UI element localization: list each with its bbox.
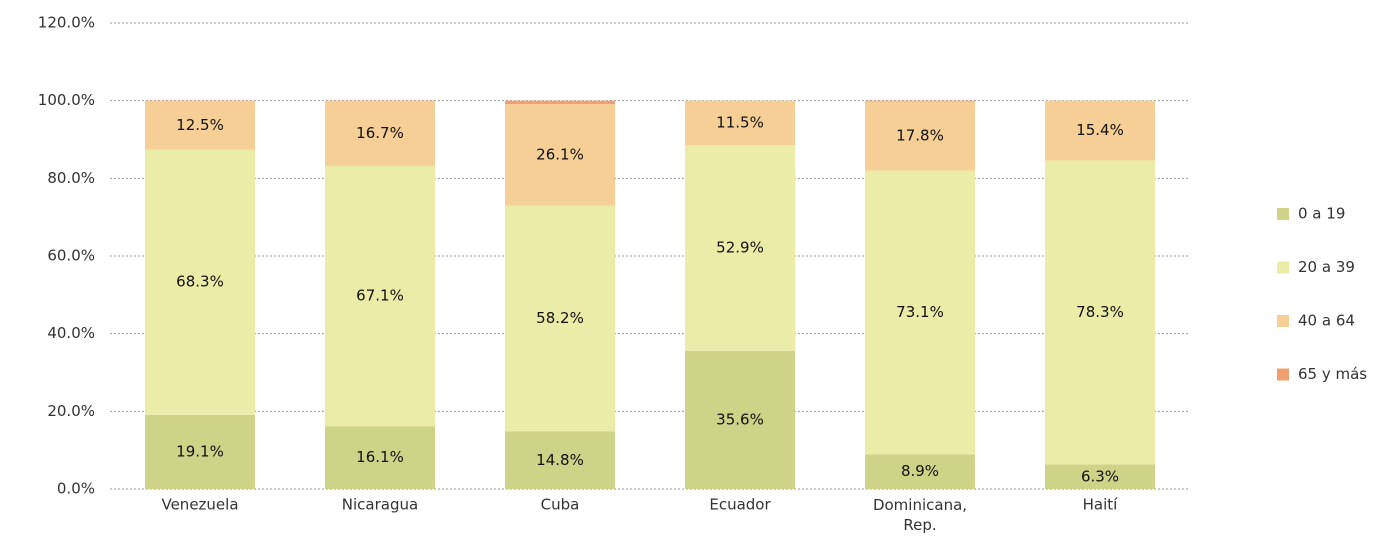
y-tick-label: 0.0%: [57, 480, 95, 498]
bar-segment: [505, 101, 615, 104]
legend-swatch: [1277, 208, 1289, 220]
x-tick-label: Venezuela: [161, 496, 238, 514]
legend-label: 0 a 19: [1298, 205, 1345, 223]
x-tick-label: Haití: [1083, 496, 1119, 514]
data-label: 12.5%: [176, 116, 224, 134]
y-tick-label: 40.0%: [47, 324, 95, 342]
data-label: 58.2%: [536, 309, 584, 327]
data-label: 16.1%: [356, 448, 404, 466]
data-label: 68.3%: [176, 273, 224, 291]
bar-segment: [865, 101, 975, 102]
data-label: 14.8%: [536, 451, 584, 469]
legend-swatch: [1277, 315, 1289, 327]
y-tick-label: 100.0%: [38, 91, 95, 109]
legend-swatch: [1277, 262, 1289, 274]
y-tick-label: 20.0%: [47, 402, 95, 420]
legend-label: 40 a 64: [1298, 312, 1355, 330]
data-label: 52.9%: [716, 239, 764, 257]
data-label: 35.6%: [716, 410, 764, 428]
data-label: 19.1%: [176, 442, 224, 460]
legend-label: 20 a 39: [1298, 258, 1355, 276]
data-label: 17.8%: [896, 127, 944, 145]
x-tick-label: Nicaragua: [342, 496, 418, 514]
y-tick-label: 120.0%: [38, 14, 95, 32]
data-label: 8.9%: [901, 462, 939, 480]
data-label: 6.3%: [1081, 467, 1119, 485]
y-tick-label: 60.0%: [47, 247, 95, 265]
data-label: 15.4%: [1076, 121, 1124, 139]
data-label: 73.1%: [896, 303, 944, 321]
data-label: 11.5%: [716, 113, 764, 131]
x-tick-label: Dominicana,Rep.: [873, 496, 967, 534]
y-tick-label: 80.0%: [47, 169, 95, 187]
x-tick-label: Ecuador: [709, 496, 771, 514]
data-label: 78.3%: [1076, 303, 1124, 321]
data-label: 26.1%: [536, 145, 584, 163]
data-label: 16.7%: [356, 124, 404, 142]
data-label: 67.1%: [356, 287, 404, 305]
legend-label: 65 y más: [1298, 365, 1367, 383]
x-tick-label: Cuba: [541, 496, 580, 514]
legend-swatch: [1277, 369, 1289, 381]
